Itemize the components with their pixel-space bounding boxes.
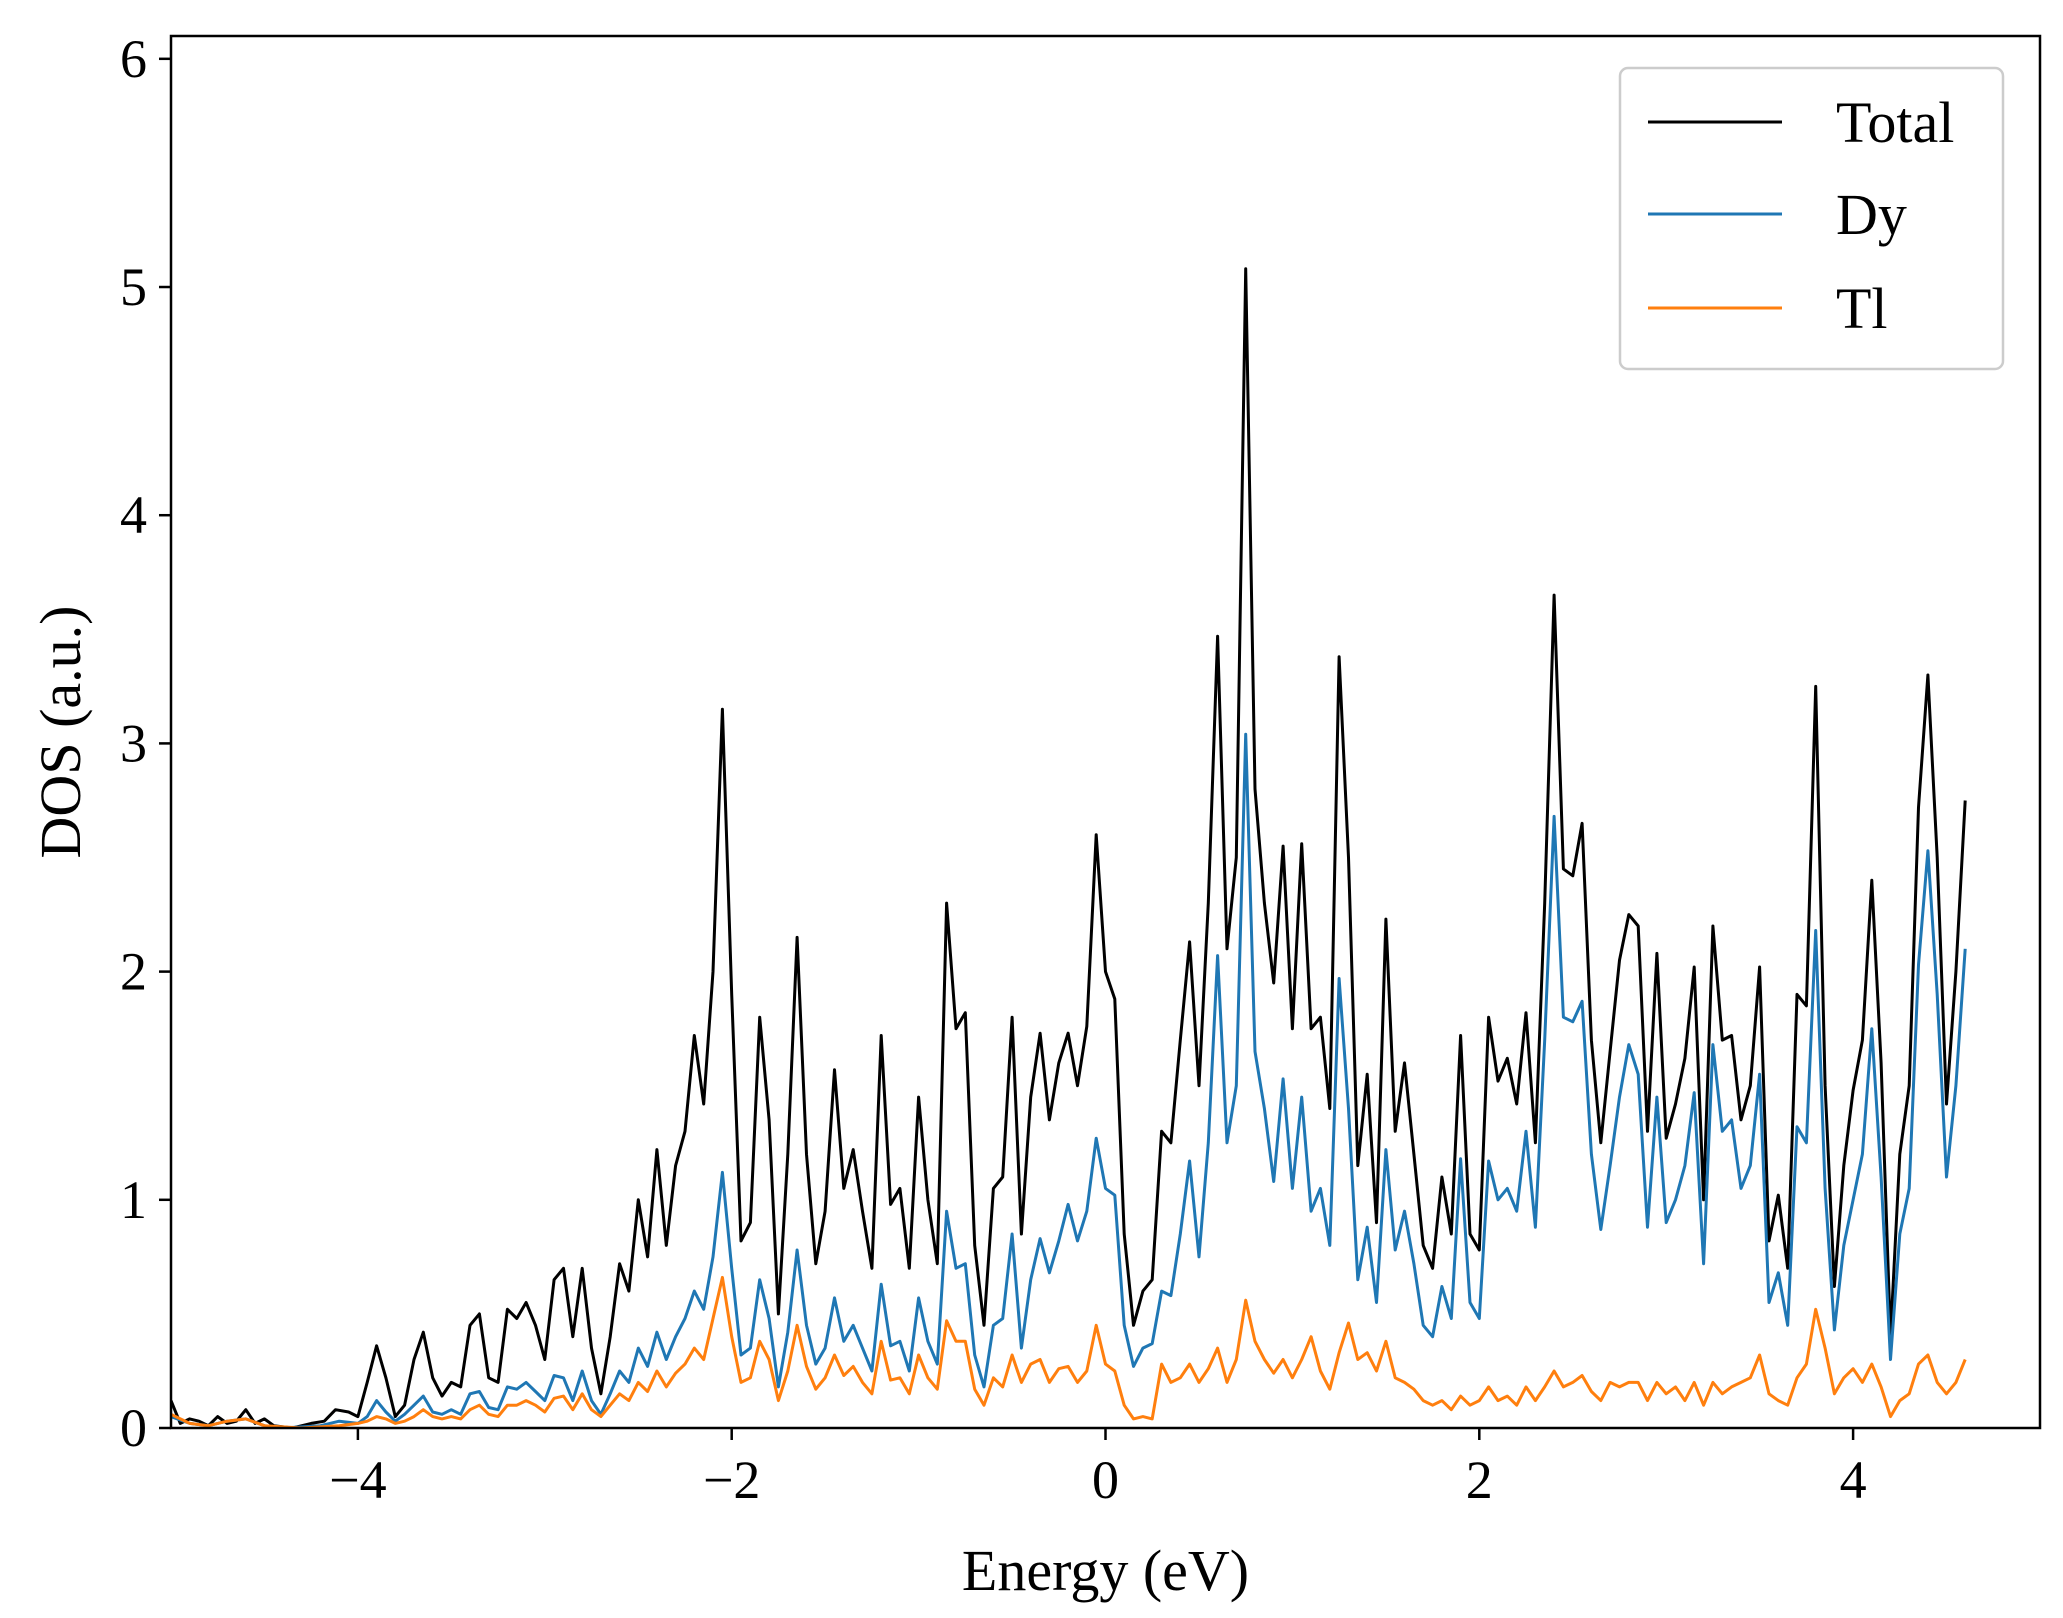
y-tick-label: 2 <box>120 942 147 1002</box>
y-tick-label: 6 <box>120 29 147 89</box>
series-layer <box>171 267 1967 1428</box>
series-line-total <box>171 267 1967 1428</box>
y-axis-title: DOS (a.u.) <box>28 606 93 859</box>
y-axis-ticks: 0 1 2 3 4 5 6 <box>120 29 171 1458</box>
x-tick-label: −4 <box>329 1450 386 1510</box>
x-axis-title: Energy (eV) <box>962 1538 1249 1603</box>
y-tick-label: 3 <box>120 713 147 773</box>
y-tick-label: 0 <box>120 1398 147 1458</box>
x-tick-label: 0 <box>1092 1450 1119 1510</box>
legend-box <box>1618 66 2005 371</box>
y-tick-label: 5 <box>120 257 147 317</box>
legend-label-total: Total <box>1836 90 1954 155</box>
series-line-tl <box>171 1275 1967 1428</box>
x-tick-label: 4 <box>1840 1450 1867 1510</box>
series-line-dy <box>171 732 1967 1428</box>
legend-label-dy: Dy <box>1836 182 1907 247</box>
x-tick-label: −2 <box>703 1450 760 1510</box>
x-axis-ticks: −4 −2 0 2 4 <box>329 1428 1867 1510</box>
y-tick-label: 1 <box>120 1170 147 1230</box>
legend: Total Dy Tl <box>1618 66 2005 371</box>
x-tick-label: 2 <box>1466 1450 1493 1510</box>
y-tick-label: 4 <box>120 485 147 545</box>
legend-label-tl: Tl <box>1836 276 1888 341</box>
